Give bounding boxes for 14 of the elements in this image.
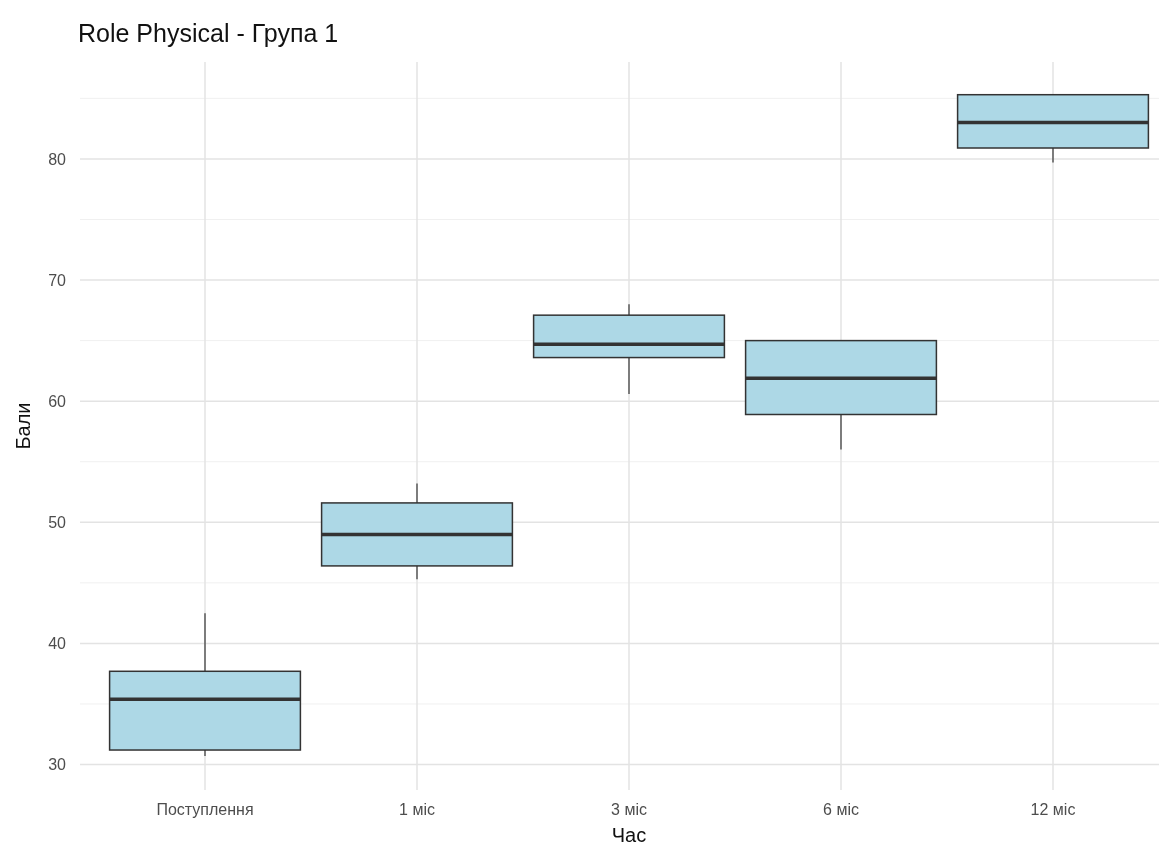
chart-title: Role Physical - Група 1 (78, 19, 339, 47)
y-tick-label: 80 (48, 150, 67, 168)
y-tick-label: 50 (48, 513, 67, 531)
y-tick-label: 40 (48, 635, 67, 653)
x-tick-label: 3 міс (611, 801, 647, 819)
y-axis-title: Бали (12, 402, 34, 450)
x-tick-label: 12 міс (1030, 801, 1076, 819)
x-tick-label: 1 міс (399, 801, 435, 819)
x-tick-label: 6 міс (823, 801, 859, 819)
y-tick-label: 60 (48, 392, 67, 410)
x-tick-label: Поступлення (156, 801, 254, 819)
x-axis-title: Час (611, 824, 647, 846)
y-tick-label: 30 (48, 756, 67, 774)
y-tick-label: 70 (48, 271, 67, 289)
